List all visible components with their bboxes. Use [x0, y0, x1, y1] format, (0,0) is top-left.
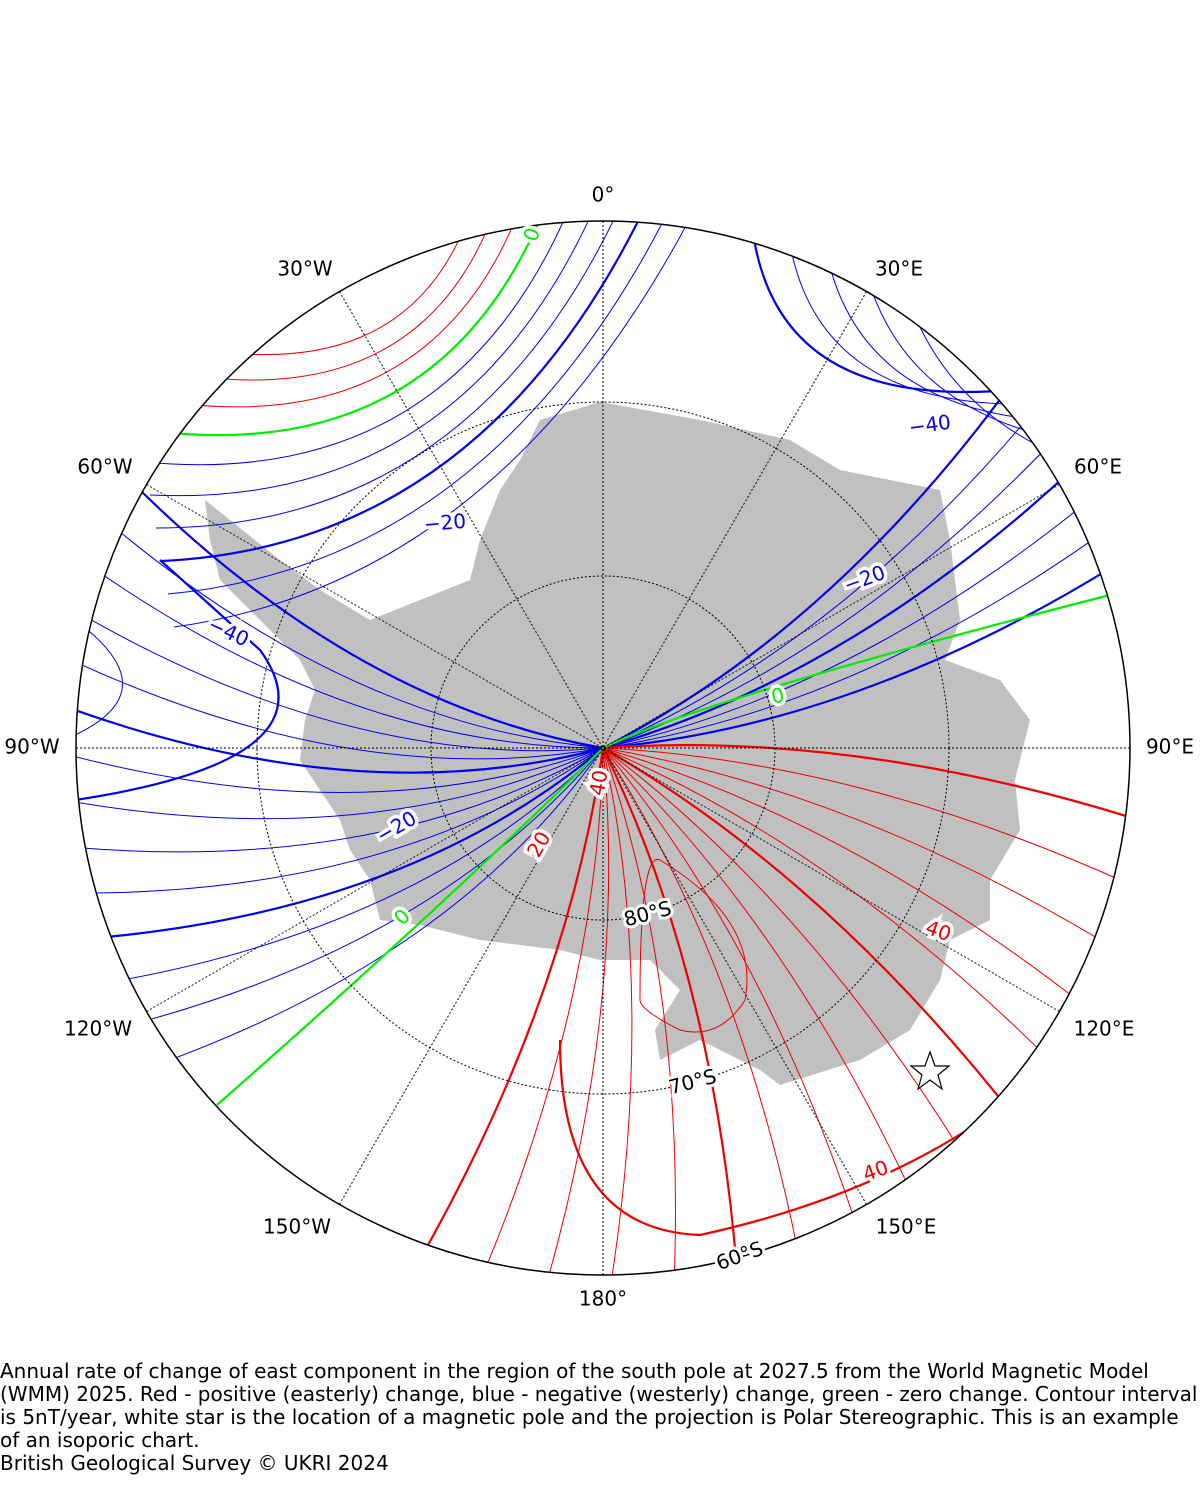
contour-line: [76, 602, 604, 752]
contour-line: [76, 747, 604, 894]
contour-line: [540, 747, 610, 1275]
contour-line: [602, 490, 1101, 749]
contour-label: 0: [518, 224, 545, 244]
magnetic-pole-star: [909, 1050, 951, 1091]
contour-line: [602, 747, 633, 1275]
meridian-label: 60°E: [1074, 455, 1122, 479]
contour-line: [76, 747, 604, 793]
contour-line: [602, 747, 803, 1272]
contour-line: [76, 698, 604, 774]
contour-label: −40: [204, 612, 252, 652]
meridian-label: 90°W: [4, 735, 59, 759]
contour-line: [76, 559, 280, 802]
contour-line: [76, 747, 604, 941]
contour-line: [76, 650, 604, 760]
contour-line: [216, 747, 604, 1106]
contours: [76, 221, 1130, 1275]
caption: Annual rate of change of east component …: [0, 1359, 1198, 1452]
meridian-label: 150°W: [263, 1215, 331, 1239]
contour-line: [602, 747, 1061, 1072]
contour-line: [410, 747, 605, 1275]
contour-line: [76, 556, 604, 749]
contour-line: [155, 221, 625, 529]
contour-line: [558, 1039, 976, 1237]
map: 0° 30°E 60°E 90°E 120°E 150°E 180° 150°W 120°W 90…: [4, 183, 1194, 1311]
contour-line: [602, 747, 1096, 1015]
contour-line: [784, 221, 1081, 405]
contour-line: [117, 747, 604, 1029]
contour-line: [602, 400, 1043, 749]
meridian-label: 30°W: [277, 257, 332, 281]
meridian-label: 120°E: [1074, 1017, 1135, 1041]
contour-line: [95, 510, 604, 749]
contour-line: [602, 555, 1130, 750]
meridian-label: 0°: [592, 183, 615, 207]
meridian-label: 180°: [579, 1287, 627, 1311]
contour-line: [131, 221, 529, 408]
contour-line: [161, 221, 649, 563]
contour-line: [602, 458, 1084, 750]
meridian-label: 30°E: [875, 257, 923, 281]
parallel-label: 60°S: [713, 1236, 766, 1275]
graticule: [76, 221, 1130, 1275]
caption-block: Annual rate of change of east component …: [0, 1360, 1200, 1475]
contour-line: [602, 747, 1124, 955]
contour-line: [167, 221, 673, 595]
contour-line: [602, 593, 1111, 749]
contour-line: [602, 747, 1130, 892]
contour-line: [602, 747, 740, 1275]
map-border: [75, 220, 1131, 1276]
parallel: [430, 575, 776, 921]
map-body: [76, 221, 1130, 1275]
contour-line: [474, 747, 604, 1275]
contour-line: [602, 744, 1130, 827]
contour-line: [602, 372, 1021, 749]
contour-line: [76, 619, 123, 736]
credit: British Geological Survey © UKRI 2024: [0, 1451, 389, 1475]
contour-line: [173, 221, 697, 628]
meridian-label: 150°E: [876, 1215, 937, 1239]
contour-line: [95, 747, 604, 986]
meridian-label: 120°W: [64, 1017, 132, 1041]
contour-line: [639, 858, 748, 1033]
contour-line: [602, 747, 676, 1275]
contour-line: [602, 522, 1117, 749]
contour-line: [602, 747, 863, 1245]
parallel-label: 70°S: [666, 1064, 719, 1100]
contour-label: −40: [907, 410, 952, 440]
contour-line: [602, 747, 920, 1211]
contour-label: 40: [584, 768, 612, 797]
contour-line: [137, 221, 554, 437]
meridian-label: 90°E: [1146, 735, 1194, 759]
meridian-label: 60°W: [77, 455, 132, 479]
contour-line: [819, 221, 1081, 423]
contour-line: [76, 747, 604, 853]
contour-line: [76, 747, 604, 820]
contour-label: 40: [859, 1155, 891, 1186]
contour-line: [143, 221, 577, 466]
contour-line: [149, 221, 601, 497]
contour-line: [144, 747, 604, 1070]
contour-label: −20: [423, 509, 467, 537]
contour-line: [117, 467, 604, 750]
contour-line: [602, 747, 973, 1170]
contour-line: [602, 747, 1021, 1124]
